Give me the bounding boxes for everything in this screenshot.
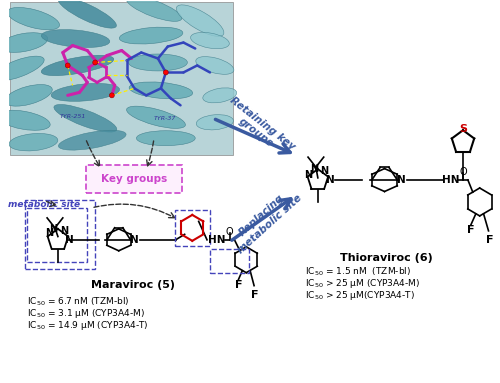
Text: N: N [45, 228, 54, 238]
Text: F: F [467, 225, 474, 235]
Ellipse shape [190, 33, 230, 49]
Ellipse shape [176, 5, 224, 36]
Ellipse shape [196, 115, 234, 130]
Ellipse shape [54, 105, 117, 132]
Text: N: N [304, 170, 312, 180]
Text: N: N [326, 175, 335, 185]
Text: IC$_{50}$ > 25 µM (CYP3A4-M): IC$_{50}$ > 25 µM (CYP3A4-M) [305, 277, 420, 290]
Text: F: F [252, 290, 259, 300]
Text: Thioraviroc (6): Thioraviroc (6) [340, 253, 433, 263]
Text: S: S [459, 124, 467, 134]
Ellipse shape [120, 27, 183, 44]
Circle shape [92, 60, 98, 65]
Ellipse shape [58, 130, 126, 150]
Text: IC$_{50}$ > 25 µM(CYP3A4-T): IC$_{50}$ > 25 µM(CYP3A4-T) [305, 289, 416, 302]
Text: Replacing
metabolic site: Replacing metabolic site [228, 184, 304, 255]
Text: N: N [66, 235, 74, 245]
Circle shape [110, 93, 114, 98]
Circle shape [66, 63, 70, 68]
Text: F: F [486, 235, 493, 245]
Text: TYR-251: TYR-251 [60, 114, 86, 119]
Ellipse shape [51, 83, 120, 101]
Ellipse shape [42, 55, 114, 76]
Ellipse shape [128, 54, 188, 71]
Text: TYR-37: TYR-37 [154, 116, 176, 121]
Text: HN: HN [442, 175, 459, 185]
Text: IC$_{50}$ = 3.1 µM (CYP3A4-M): IC$_{50}$ = 3.1 µM (CYP3A4-M) [26, 307, 144, 320]
Ellipse shape [7, 7, 60, 30]
Text: Retaining key
groups: Retaining key groups [221, 95, 297, 161]
Ellipse shape [0, 33, 48, 52]
FancyBboxPatch shape [10, 2, 234, 155]
Ellipse shape [58, 0, 116, 28]
Text: N: N [50, 224, 58, 234]
Ellipse shape [0, 110, 50, 130]
Text: N: N [320, 166, 328, 176]
Text: O: O [226, 227, 234, 237]
Text: N: N [310, 164, 318, 173]
Circle shape [164, 70, 168, 75]
Text: metabolic site: metabolic site [8, 200, 80, 209]
Ellipse shape [126, 106, 186, 128]
Ellipse shape [4, 85, 52, 106]
Text: N: N [60, 226, 68, 236]
Ellipse shape [136, 131, 195, 146]
Text: Key groups: Key groups [102, 174, 168, 184]
Text: O: O [459, 167, 467, 177]
Text: Maraviroc (5): Maraviroc (5) [92, 280, 176, 290]
Ellipse shape [9, 133, 58, 151]
Ellipse shape [126, 0, 182, 21]
Text: IC$_{50}$ = 1.5 nM  (TZM-bl): IC$_{50}$ = 1.5 nM (TZM-bl) [305, 265, 411, 278]
Ellipse shape [129, 82, 192, 99]
Text: N: N [130, 235, 139, 245]
Ellipse shape [196, 57, 234, 74]
Ellipse shape [42, 29, 110, 47]
Text: N: N [397, 175, 406, 185]
Text: IC$_{50}$ = 14.9 µM (CYP3A4-T): IC$_{50}$ = 14.9 µM (CYP3A4-T) [26, 319, 148, 332]
Text: IC$_{50}$ = 6.7 nM (TZM-bl): IC$_{50}$ = 6.7 nM (TZM-bl) [26, 295, 129, 308]
FancyBboxPatch shape [86, 165, 182, 193]
Ellipse shape [0, 56, 44, 81]
Ellipse shape [203, 88, 236, 103]
Text: F: F [234, 280, 242, 290]
Text: HN: HN [208, 235, 226, 245]
